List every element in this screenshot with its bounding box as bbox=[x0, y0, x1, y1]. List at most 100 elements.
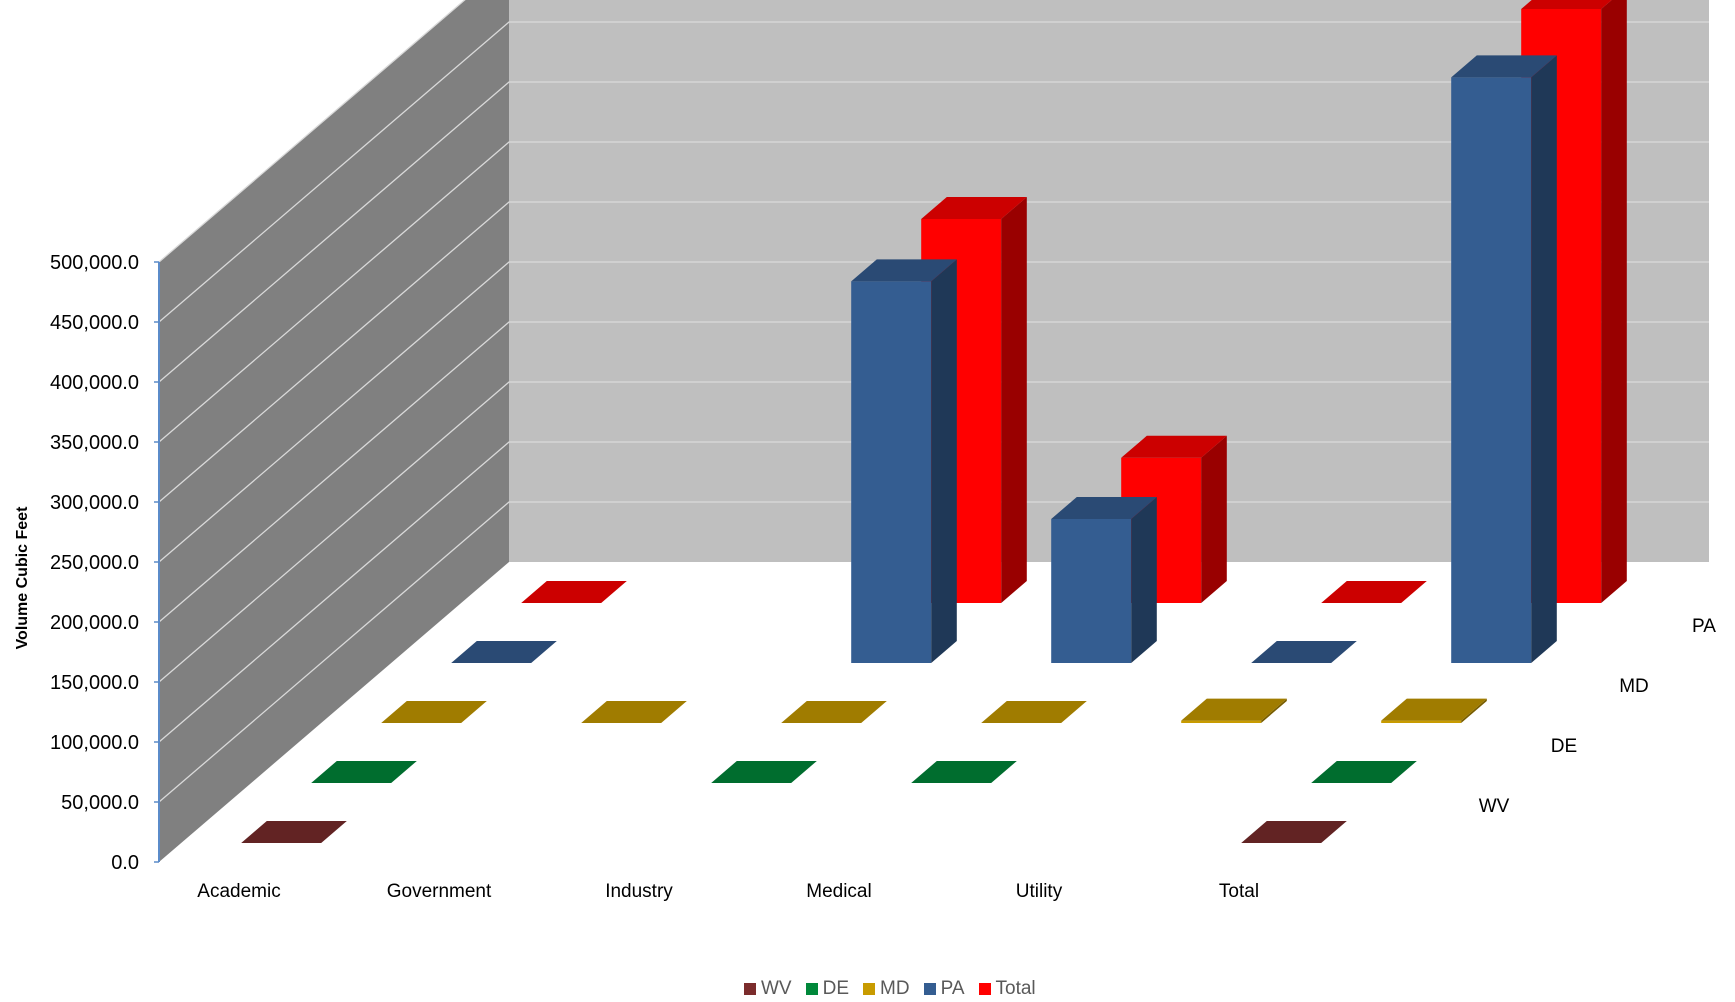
y-tick-label: 50,000.0 bbox=[61, 792, 139, 814]
bar-wv-academic bbox=[241, 821, 347, 843]
bar-front bbox=[1051, 519, 1132, 663]
bar-top bbox=[451, 641, 557, 663]
bar-side bbox=[1131, 497, 1157, 663]
bar-pa-medical bbox=[1051, 497, 1157, 663]
legend-item: PA bbox=[923, 978, 965, 1000]
bar-md-medical bbox=[981, 701, 1087, 723]
bar-top bbox=[1381, 698, 1487, 721]
bar-top bbox=[581, 701, 687, 723]
gridline bbox=[158, 0, 466, 263]
legend: WV DE MD PA Total bbox=[744, 978, 1036, 1000]
legend-item: MD bbox=[863, 978, 910, 1000]
bar-pa-utility bbox=[1251, 641, 1357, 663]
bar-de-total bbox=[1311, 761, 1417, 783]
bar-top bbox=[381, 701, 487, 723]
y-tick-label: 500,000.0 bbox=[50, 252, 139, 274]
bar-de-academic bbox=[311, 761, 417, 783]
legend-item: DE bbox=[805, 978, 850, 1000]
x-tick-label: Utility bbox=[1016, 881, 1063, 902]
y-tick-label: 300,000.0 bbox=[50, 492, 139, 514]
bar-pa-academic bbox=[451, 641, 557, 663]
gridline bbox=[158, 381, 1709, 683]
legend-label: Total bbox=[995, 978, 1036, 999]
gridline bbox=[158, 201, 1709, 503]
bar-top bbox=[311, 761, 417, 783]
y-axis-title: Volume Cubic Feet bbox=[14, 506, 31, 650]
legend-label: DE bbox=[822, 978, 850, 999]
bar-front bbox=[1451, 77, 1532, 663]
bar-md-utility bbox=[1181, 698, 1287, 723]
bar-front bbox=[851, 281, 932, 663]
legend-swatch bbox=[805, 983, 818, 995]
x-tick-label: Industry bbox=[605, 881, 673, 902]
legend-label: WV bbox=[761, 978, 792, 999]
bar-top bbox=[981, 701, 1087, 723]
bar-top bbox=[1241, 821, 1347, 843]
gridline bbox=[158, 321, 1709, 623]
bar-top bbox=[1251, 641, 1357, 663]
gridline bbox=[158, 141, 1709, 443]
bar-side bbox=[1201, 435, 1227, 603]
depth-tick-label: DE bbox=[1551, 736, 1577, 757]
bar-total-academic bbox=[521, 581, 627, 603]
bar-top bbox=[1121, 435, 1227, 458]
bar-top bbox=[911, 761, 1017, 783]
legend-item: Total bbox=[978, 978, 1036, 1000]
legend-swatch bbox=[978, 983, 991, 995]
bar-md-government bbox=[581, 701, 687, 723]
bar-md-academic bbox=[381, 701, 487, 723]
bar-top bbox=[1321, 581, 1427, 603]
bar-total-utility bbox=[1321, 581, 1427, 603]
y-tick-label: 450,000.0 bbox=[50, 312, 139, 334]
bar-side bbox=[1001, 197, 1027, 603]
x-tick-label: Medical bbox=[806, 881, 871, 902]
gridline bbox=[158, 261, 1709, 563]
bar-wv-total bbox=[1241, 821, 1347, 843]
bar-side bbox=[1531, 55, 1557, 663]
bar-top bbox=[851, 259, 957, 282]
y-tick-label: 250,000.0 bbox=[50, 552, 139, 574]
side-wall bbox=[159, 0, 509, 862]
bar-pa-industry bbox=[851, 259, 957, 663]
x-tick-label: Total bbox=[1219, 881, 1259, 902]
bar-side bbox=[1261, 698, 1287, 723]
bar-front bbox=[1381, 720, 1462, 723]
legend-swatch bbox=[863, 983, 876, 995]
depth-tick-label: MD bbox=[1619, 676, 1649, 697]
y-tick-label: 0.0 bbox=[111, 852, 139, 874]
bar-front bbox=[1181, 720, 1262, 723]
gridline bbox=[158, 501, 1709, 803]
x-tick-label: Academic bbox=[197, 881, 280, 902]
bar-top bbox=[1181, 698, 1287, 721]
legend-label: PA bbox=[940, 978, 965, 999]
bar-top bbox=[781, 701, 887, 723]
y-tick-label: 350,000.0 bbox=[50, 432, 139, 454]
bar-md-total bbox=[1381, 698, 1487, 723]
back-wall bbox=[509, 0, 1709, 562]
bar-side bbox=[1601, 0, 1627, 603]
legend-item: WV bbox=[744, 978, 792, 1000]
bar-top bbox=[921, 197, 1027, 219]
bar-top bbox=[1051, 497, 1157, 519]
gridline bbox=[158, 441, 1709, 743]
bar-side bbox=[931, 259, 957, 663]
x-tick-label: Government bbox=[387, 881, 492, 902]
legend-swatch bbox=[744, 983, 756, 995]
bar-md-industry bbox=[781, 701, 887, 723]
bar-top bbox=[711, 761, 817, 783]
legend-label: MD bbox=[880, 978, 910, 999]
bar-top bbox=[1451, 55, 1557, 78]
gridline bbox=[158, 81, 1709, 383]
y-tick-label: 150,000.0 bbox=[50, 672, 139, 694]
bar-de-industry bbox=[711, 761, 817, 783]
gridline bbox=[158, 21, 1709, 323]
bar-top bbox=[1521, 0, 1612, 9]
depth-tick-label: PA bbox=[1692, 616, 1716, 637]
y-tick-label: 100,000.0 bbox=[50, 732, 139, 754]
bar-side bbox=[1461, 698, 1487, 723]
bar-de-medical bbox=[911, 761, 1017, 783]
bar-top bbox=[521, 581, 627, 603]
bar-top bbox=[241, 821, 347, 843]
